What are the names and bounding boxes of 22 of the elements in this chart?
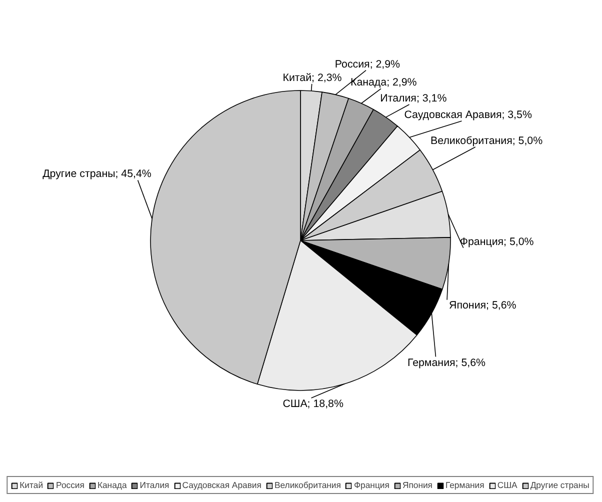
legend-label: Канада (97, 480, 127, 490)
legend-label: США (497, 480, 518, 490)
legend-label: Великобритания (274, 480, 341, 490)
legend-label: Германия (446, 480, 484, 490)
legend-label: Россия (56, 480, 84, 490)
data-label: Германия; 5,6% (408, 356, 486, 369)
data-label: США; 18,8% (282, 398, 344, 410)
data-label: Япония; 5,6% (449, 299, 517, 312)
data-label: Китай; 2,3% (282, 72, 342, 84)
data-label: Россия; 2,9% (334, 58, 401, 70)
legend-label: Другие страны (530, 480, 590, 490)
data-label: Италия; 3,1% (380, 92, 448, 105)
data-label: Канада; 2,9% (350, 76, 418, 89)
legend-label: Италия (140, 480, 170, 490)
legend-label: Саудовская Аравия (182, 480, 262, 490)
legend-label: Китай (20, 480, 44, 490)
data-label: Другие страны; 45,4% (42, 168, 152, 180)
legend-label: Япония (402, 480, 432, 490)
data-label: Великобритания; 5,0% (430, 134, 544, 147)
data-label: Франция; 5,0% (460, 236, 534, 248)
data-label: Саудовская Аравия; 3,5% (404, 108, 532, 121)
legend-label: Франция (354, 480, 390, 490)
